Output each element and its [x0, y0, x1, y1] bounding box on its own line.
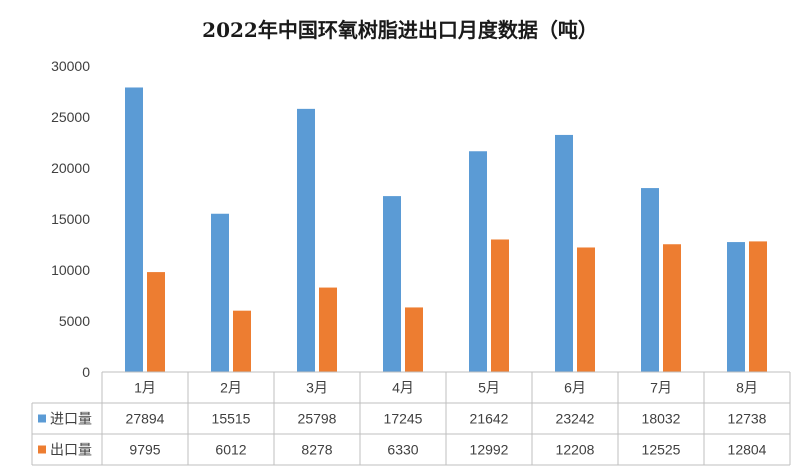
legend-label: 进口量	[50, 411, 92, 427]
bar-export	[663, 244, 681, 372]
data-label: 25798	[298, 411, 337, 427]
y-tick-label: 25000	[51, 109, 90, 125]
data-label: 21642	[470, 411, 509, 427]
bars	[125, 87, 767, 372]
bar-export	[749, 241, 767, 372]
chart-title: 2022年中国环氧树脂进出口月度数据（吨）	[202, 18, 598, 42]
data-label: 12804	[728, 442, 767, 458]
data-label: 6330	[387, 442, 418, 458]
x-tick-label: 7月	[650, 380, 672, 396]
y-tick-label: 0	[82, 364, 90, 380]
bar-import	[211, 213, 229, 372]
y-axis: 0 5000 10000 15000 20000 25000 30000	[51, 58, 90, 380]
bar-import	[727, 242, 745, 372]
y-tick-label: 30000	[51, 58, 90, 74]
data-label: 18032	[642, 411, 681, 427]
bar-import	[555, 134, 573, 372]
bar-import	[469, 151, 487, 372]
bar-export	[577, 247, 595, 372]
bar-import	[297, 108, 315, 372]
x-tick-label: 2月	[220, 380, 242, 396]
x-tick-label: 6月	[564, 380, 586, 396]
legend-swatch	[38, 414, 46, 423]
bar-export	[405, 307, 423, 372]
data-label: 17245	[384, 411, 423, 427]
data-label: 8278	[301, 442, 332, 458]
x-tick-label: 3月	[306, 380, 328, 396]
y-tick-label: 10000	[51, 262, 90, 278]
y-tick-label: 20000	[51, 160, 90, 176]
data-label: 23242	[556, 411, 595, 427]
y-tick-label: 15000	[51, 211, 90, 227]
data-label: 9795	[129, 442, 160, 458]
data-label: 12525	[642, 442, 681, 458]
x-tick-label: 4月	[392, 380, 414, 396]
bar-export	[491, 239, 509, 372]
bar-import	[383, 196, 401, 372]
data-label: 15515	[212, 411, 251, 427]
legend-swatch	[38, 445, 46, 454]
x-tick-label: 1月	[134, 380, 156, 396]
legend-label: 出口量	[50, 442, 92, 458]
bar-import	[641, 188, 659, 372]
bar-import	[125, 87, 143, 372]
bar-export	[147, 272, 165, 372]
bar-export	[319, 287, 337, 372]
y-tick-label: 5000	[59, 313, 90, 329]
data-label: 12738	[728, 411, 767, 427]
data-label: 27894	[126, 411, 165, 427]
bar-export	[233, 310, 251, 372]
x-tick-label: 8月	[736, 380, 758, 396]
data-label: 12992	[470, 442, 509, 458]
x-tick-label: 5月	[478, 380, 500, 396]
data-label: 6012	[215, 442, 246, 458]
data-label: 12208	[556, 442, 595, 458]
